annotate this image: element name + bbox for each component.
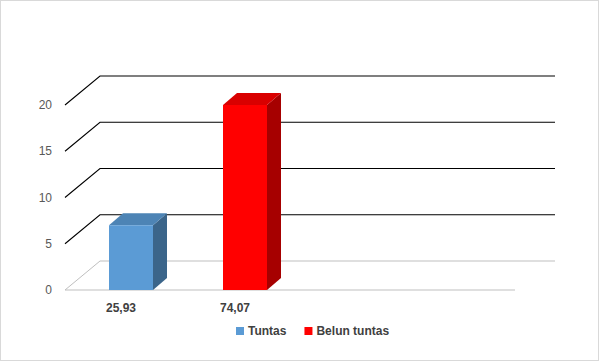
legend-label: Tuntas [248, 324, 287, 338]
chart-frame [1, 1, 599, 361]
bar-side [153, 213, 167, 290]
tick-label: 10 [39, 191, 53, 205]
tick-label: 5 [45, 237, 52, 251]
legend-item: Belun tuntas [304, 324, 389, 338]
legend-item: Tuntas [236, 324, 287, 338]
legend-label: Belun tuntas [316, 324, 389, 338]
bar-top [223, 93, 281, 105]
bars [109, 93, 281, 290]
grid-line [65, 169, 555, 198]
bar-top [109, 213, 167, 225]
legend-swatch [304, 327, 312, 335]
grid-line [65, 122, 555, 151]
tick-label: 20 [39, 98, 53, 112]
chart: 0 5 10 15 20 25,93 74,07 Tuntas Belun tuntas [0, 0, 599, 361]
bar-side [267, 93, 281, 290]
tick-label: 0 [45, 283, 52, 297]
bar [223, 105, 267, 290]
grid-line [65, 76, 555, 105]
category-label: 74,07 [220, 301, 250, 315]
bar [109, 225, 153, 290]
legend-swatch [236, 327, 244, 335]
category-label: 25,93 [106, 301, 136, 315]
tick-label: 15 [39, 144, 53, 158]
